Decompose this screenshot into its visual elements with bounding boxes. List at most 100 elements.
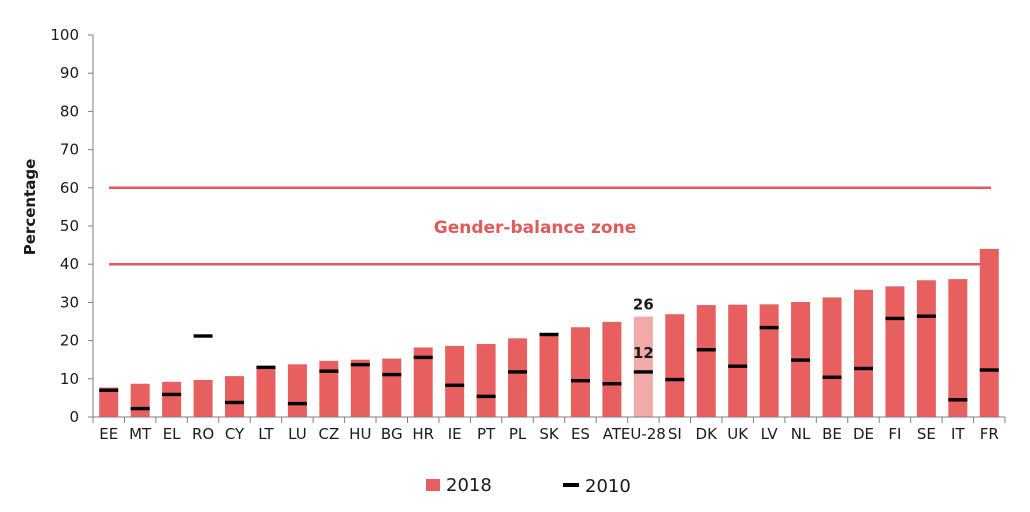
marker-2010-dk: [696, 348, 716, 352]
legend-marker-2010: [563, 483, 579, 487]
bar-2018-mt: [130, 383, 150, 417]
marker-2010-el: [162, 392, 182, 397]
bar-2018-sk: [539, 332, 559, 417]
marker-2010-ro: [193, 334, 213, 338]
x-tick-label: LV: [761, 425, 779, 443]
marker-2010-nl: [791, 358, 811, 362]
x-tick-label: BE: [822, 425, 842, 443]
x-tick-label: LU: [288, 425, 307, 443]
marker-2010-hr: [413, 355, 433, 360]
y-tick-label: 80: [60, 102, 79, 120]
bar-2018-si: [665, 314, 685, 417]
marker-2010-bg: [382, 372, 402, 377]
marker-2010-pt: [476, 394, 496, 399]
bar-2018-ro: [193, 379, 213, 417]
marker-2010-lt: [256, 365, 276, 370]
marker-2010-si: [665, 377, 685, 382]
x-tick-label: HR: [412, 425, 434, 443]
marker-2010-hu: [350, 362, 370, 367]
x-tick-label: SK: [539, 425, 560, 443]
legend-label-2010: 2010: [585, 476, 631, 497]
bar-2018-hu: [350, 359, 370, 417]
x-tick-label: DE: [853, 425, 874, 443]
marker-2010-cz: [319, 369, 339, 373]
marker-2010-lu: [287, 401, 307, 406]
marker-2010-cy: [225, 400, 245, 405]
bar-2018-se: [916, 280, 936, 417]
marker-2010-at: [602, 382, 622, 386]
data-label-2010: 12: [633, 344, 654, 362]
x-tick-label: RO: [192, 425, 214, 443]
marker-2010-es: [570, 379, 590, 383]
bar-2018-cz: [319, 360, 339, 417]
bar-2018-it: [948, 279, 968, 417]
bar-2018-ie: [445, 345, 465, 417]
y-tick-label: 40: [60, 255, 79, 273]
y-tick-label: 100: [50, 26, 79, 44]
bar-2018-lv: [759, 304, 779, 417]
data-labels: 26 12: [633, 296, 654, 362]
y-tick-label: 50: [60, 217, 79, 235]
marker-2010-ee: [99, 388, 119, 392]
bar-2018-el: [162, 381, 182, 417]
x-tick-label: NL: [791, 425, 811, 443]
bar-2018-cy: [225, 376, 245, 417]
y-tick-label: 70: [60, 141, 79, 159]
x-tick-label: IT: [951, 425, 965, 443]
y-tick-label: 60: [60, 179, 79, 197]
bar-2018-fr: [979, 248, 999, 417]
y-tick-label: 30: [60, 293, 79, 311]
x-tick-label: FI: [888, 425, 901, 443]
marker-2010-fr: [979, 368, 999, 372]
bars-2018: [99, 248, 999, 417]
x-tick-label: SE: [917, 425, 936, 443]
x-axis: EE MT EL RO CY LT LU CZ HU BG HR IE PT PL SK ES AT EU-28 S…: [92, 416, 1006, 443]
bar-2018-pt: [476, 344, 496, 417]
y-tick-label: 90: [60, 64, 79, 82]
x-tick-label: EU-28: [621, 425, 666, 443]
bar-2018-de: [853, 289, 873, 417]
marker-2010-ie: [445, 383, 465, 387]
y-axis: 0 10 20 30 40 50 60 70 80 90 100: [50, 26, 94, 426]
x-tick-label: PL: [509, 425, 527, 443]
marker-2010-be: [822, 375, 842, 379]
y-tick-label: 10: [60, 370, 79, 388]
x-tick-label: DK: [696, 425, 719, 443]
x-tick-label: IE: [448, 425, 462, 443]
bar-2018-ee: [99, 387, 119, 417]
marker-2010-se: [916, 314, 936, 318]
x-tick-label: LT: [258, 425, 274, 443]
legend-label-2018: 2018: [446, 475, 492, 496]
marker-2010-mt: [130, 406, 150, 411]
data-label-2018: 26: [633, 296, 654, 314]
x-tick-label: HU: [349, 425, 371, 443]
x-tick-label: EE: [99, 425, 118, 443]
legend-swatch-2018: [426, 479, 440, 491]
markers-2010: [99, 314, 999, 411]
gender-balance-zone-label: Gender-balance zone: [434, 218, 637, 238]
bar-2018-lt: [256, 366, 276, 417]
x-tick-label: CY: [225, 425, 245, 443]
x-tick-label: FR: [980, 425, 999, 443]
marker-2010-de: [853, 366, 873, 371]
x-tick-label: UK: [727, 425, 749, 443]
marker-2010-uk: [728, 364, 748, 368]
reference-lines: [109, 186, 991, 266]
y-tick-label: 0: [69, 408, 79, 426]
bar-2018-lu: [287, 364, 307, 417]
marker-2010-it: [948, 398, 968, 402]
marker-2010-pl: [508, 370, 528, 374]
marker-2010-fi: [885, 316, 905, 321]
bar-2018-es: [570, 327, 590, 417]
bar-2018-at: [602, 321, 622, 417]
bar-2018-be: [822, 297, 842, 417]
x-tick-label: ES: [571, 425, 590, 443]
bar-2018-dk: [696, 305, 716, 417]
marker-2010-sk: [539, 332, 559, 337]
y-axis-title: Percentage: [21, 159, 39, 256]
x-tick-label: SI: [668, 425, 682, 443]
x-tick-label: MT: [129, 425, 152, 443]
bar-2018-bg: [382, 358, 402, 417]
bar-2018-fi: [885, 286, 905, 417]
